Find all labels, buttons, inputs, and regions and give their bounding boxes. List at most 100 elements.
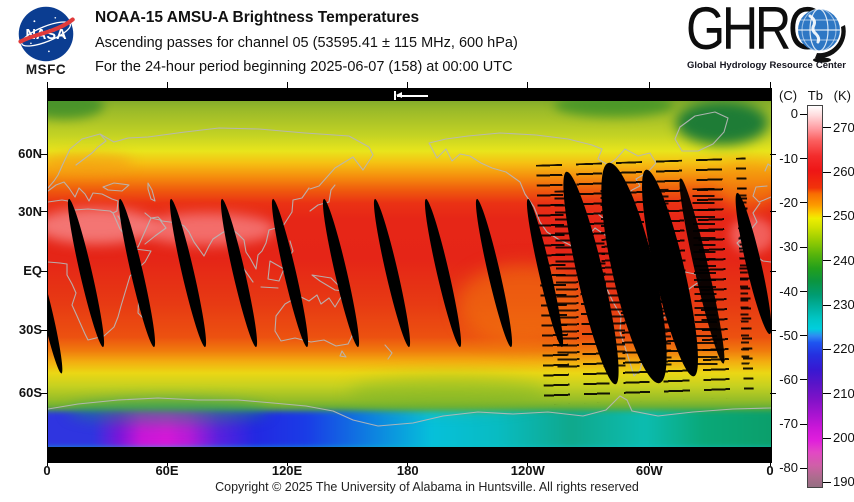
- coast-tasmania-nz: [339, 344, 393, 360]
- colorbar-celsius-tick: [800, 335, 807, 337]
- lon-tick-top: [46, 82, 48, 88]
- lon-tick-top: [286, 82, 288, 88]
- lon-tick-bottom: [46, 461, 48, 466]
- channel-subtitle: Ascending passes for channel 05 (53595.4…: [95, 35, 518, 51]
- colorbar-unit-c: (C): [779, 88, 798, 103]
- asia-warm-patch: [140, 213, 276, 245]
- lat-tick-right: [770, 270, 776, 272]
- lat-label: 30N: [18, 203, 42, 219]
- lat-label: 60N: [18, 146, 42, 162]
- coast-europe: [48, 165, 119, 214]
- colorbar-kelvin-tick: [823, 304, 831, 306]
- southern-ocean-patch: [68, 399, 268, 423]
- coast-iberia-ukedge: [752, 163, 771, 203]
- colorbar-kelvin-label: 260: [833, 164, 854, 180]
- colorbar-celsius-label: -60: [779, 371, 798, 387]
- lon-tick-top: [166, 82, 168, 88]
- colorbar-celsius-label: -20: [779, 194, 798, 210]
- colorbar-unit-k: (K): [833, 88, 851, 103]
- colorbar-celsius-label: 0: [790, 106, 798, 122]
- colorbar-kelvin-label: 200: [833, 430, 854, 446]
- colorbar-celsius-tick: [800, 291, 807, 293]
- ghrc-logo: GHRC Global Hydrology Resource Center: [684, 0, 850, 78]
- nasa-msfc-label: MSFC: [25, 62, 67, 77]
- map-plot: [47, 88, 772, 463]
- colorbar-kelvin-label: 250: [833, 208, 854, 224]
- colorbar-kelvin-tick: [823, 348, 831, 350]
- coast-greenland: [674, 111, 729, 152]
- lat-tick-left: [41, 270, 47, 272]
- lon-label: 0: [43, 463, 51, 478]
- lon-tick-bottom: [648, 461, 650, 466]
- lon-label: 60W: [635, 463, 663, 478]
- nasa-meatball-icon: NASA: [18, 6, 75, 62]
- lat-label: 30S: [18, 322, 42, 338]
- tagline-word: Center: [815, 60, 846, 71]
- lat-tick-left: [41, 153, 47, 155]
- lat-label: EQ: [23, 263, 42, 279]
- colorbar-celsius-label: -40: [779, 283, 798, 299]
- lat-label: 60S: [18, 385, 42, 401]
- colorbar-kelvin-tick: [823, 171, 831, 173]
- lon-tick-bottom: [527, 461, 529, 466]
- colorbar-celsius-tick: [800, 158, 807, 160]
- colorbar: [807, 105, 823, 488]
- colorbar-celsius-label: -30: [779, 239, 798, 255]
- colorbar-celsius-label: -70: [779, 416, 798, 432]
- lon-label: 120E: [271, 463, 303, 478]
- sahara-warm-patch: [48, 208, 156, 244]
- lon-label: 180: [396, 463, 419, 478]
- scanline-dropouts: [546, 187, 750, 371]
- page-title: NOAA-15 AMSU-A Brightness Temperatures: [95, 9, 420, 26]
- colorbar-celsius-tick: [800, 423, 807, 425]
- lon-tick-bottom: [166, 461, 168, 466]
- pass-start-arrow-icon: [394, 91, 430, 100]
- colorbar-kelvin-tick: [823, 481, 831, 483]
- copyright-line: Copyright © 2025 The University of Alaba…: [215, 480, 639, 494]
- tagline-word: Hydrology: [719, 60, 767, 71]
- colorbar-celsius-label: -10: [779, 150, 798, 166]
- lon-tick-top: [407, 82, 409, 88]
- map-canvas: [48, 89, 771, 462]
- coast-japan: [309, 184, 336, 212]
- coast-antarctica: [48, 395, 771, 427]
- lon-label: 120W: [510, 463, 545, 478]
- southern-patch: [348, 377, 548, 409]
- tagline-word: Resource: [769, 60, 813, 71]
- lon-label: 0: [766, 463, 774, 478]
- colorbar-celsius-tick: [800, 113, 807, 115]
- coast-scandinavia-arctic: [61, 127, 374, 190]
- coast-blacksea: [102, 182, 130, 192]
- lon-tick-top: [648, 82, 650, 88]
- coast-africa: [48, 199, 152, 341]
- svg-text:NASA: NASA: [25, 27, 67, 43]
- colorbar-celsius-label: -80: [779, 460, 798, 476]
- ghrc-globe-icon: [796, 6, 846, 71]
- lon-label: 60E: [155, 463, 179, 478]
- colorbar-kelvin-tick: [823, 393, 831, 395]
- colorbar-celsius-tick: [800, 246, 807, 248]
- colorbar-celsius-tick: [800, 379, 807, 381]
- lat-tick-left: [41, 392, 47, 394]
- coast-india-seasia: [183, 187, 310, 270]
- lat-tick-right: [770, 329, 776, 331]
- nasa-logo: NASA MSFC: [13, 5, 79, 83]
- south-polar-nodata-strip: [48, 447, 771, 462]
- lon-tick-bottom: [407, 461, 409, 466]
- colorbar-kelvin-label: 210: [833, 385, 854, 401]
- colorbar-kelvin-label: 240: [833, 252, 854, 268]
- colorbar-kelvin-label: 220: [833, 341, 854, 357]
- colorbar-kelvin-label: 190: [833, 474, 854, 490]
- period-subtitle: For the 24-hour period beginning 2025-06…: [95, 59, 513, 75]
- colorbar-kelvin-tick: [823, 260, 831, 262]
- lon-tick-top: [769, 82, 771, 88]
- lon-tick-bottom: [286, 461, 288, 466]
- lat-tick-right: [770, 211, 776, 213]
- colorbar-kelvin-label: 270: [833, 119, 854, 135]
- colorbar-kelvin-tick: [823, 127, 831, 129]
- colorbar-kelvin-label: 230: [833, 297, 854, 313]
- colorbar-unit-tb: Tb: [807, 88, 823, 103]
- warm-patch: [48, 153, 133, 173]
- title-block: NOAA-15 AMSU-A Brightness Temperatures A…: [95, 9, 518, 83]
